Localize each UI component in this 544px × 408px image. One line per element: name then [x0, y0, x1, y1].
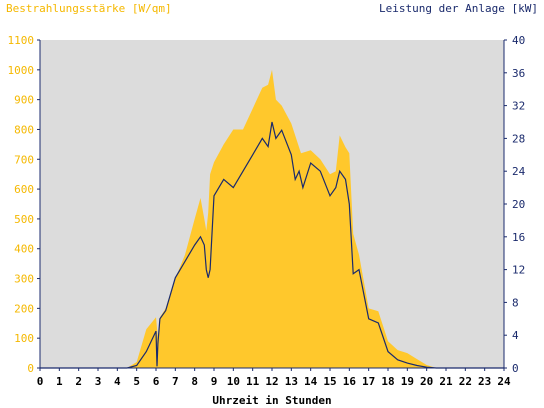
x-tick-label: 5: [133, 375, 140, 388]
x-axis-title: Uhrzeit in Stunden: [212, 394, 331, 407]
left-tick-label: 400: [14, 243, 34, 256]
x-tick-label: 20: [420, 375, 433, 388]
left-tick-label: 1100: [8, 34, 35, 47]
x-tick-label: 8: [191, 375, 198, 388]
x-tick-label: 17: [362, 375, 375, 388]
x-tick-label: 23: [478, 375, 491, 388]
x-tick-label: 22: [459, 375, 472, 388]
x-tick-label: 24: [497, 375, 511, 388]
irradiance-area: [40, 69, 504, 369]
right-ticks: 0 4 8 12 16 20 24 28 32 36 40: [504, 34, 526, 375]
right-tick-label: 8: [512, 296, 519, 309]
x-tick-label: 11: [246, 375, 260, 388]
x-tick-label: 15: [323, 375, 336, 388]
left-tick-label: 900: [14, 94, 34, 107]
x-tick-label: 13: [285, 375, 298, 388]
x-tick-label: 9: [211, 375, 218, 388]
right-tick-label: 16: [512, 231, 525, 244]
x-tick-label: 7: [172, 375, 179, 388]
x-tick-label: 16: [343, 375, 357, 388]
x-tick-label: 3: [95, 375, 102, 388]
right-tick-label: 36: [512, 67, 525, 80]
left-tick-label: 800: [14, 123, 34, 136]
x-tick-label: 14: [304, 375, 318, 388]
right-tick-label: 40: [512, 34, 525, 47]
x-ticks: 0 1 2 3 4 5 6 7 8 9 10 11 12 13 14 15 16 17 18 19 20 21 22 23 24: [37, 368, 511, 388]
x-tick-label: 0: [37, 375, 44, 388]
left-tick-label: 1000: [8, 64, 35, 77]
left-tick-label: 700: [14, 153, 34, 166]
left-tick-label: 200: [14, 302, 34, 315]
left-tick-label: 100: [14, 332, 34, 345]
x-tick-label: 1: [56, 375, 63, 388]
x-tick-label: 19: [401, 375, 414, 388]
x-tick-label: 12: [265, 375, 278, 388]
right-axis-title: Leistung der Anlage [kW]: [379, 2, 538, 15]
right-tick-label: 32: [512, 100, 525, 113]
left-tick-label: 0: [27, 362, 34, 375]
x-tick-label: 21: [439, 375, 453, 388]
right-tick-label: 12: [512, 264, 525, 277]
x-tick-label: 6: [153, 375, 160, 388]
irradiance-layer: [40, 69, 504, 369]
power-layer: [40, 121, 504, 369]
right-tick-label: 4: [512, 329, 519, 342]
left-tick-label: 300: [14, 273, 34, 286]
x-tick-label: 10: [227, 375, 240, 388]
left-ticks: 0 100 200 300 400 500 600 700 800 900 1000 1100: [8, 34, 40, 375]
right-tick-label: 24: [512, 165, 526, 178]
right-tick-label: 20: [512, 198, 525, 211]
left-tick-label: 600: [14, 183, 34, 196]
x-tick-label: 18: [381, 375, 394, 388]
right-tick-label: 28: [512, 132, 525, 145]
left-axis-title: Bestrahlungsstärke [W/qm]: [6, 2, 172, 15]
power-line: [40, 121, 504, 369]
left-tick-label: 500: [14, 213, 34, 226]
right-tick-label: 0: [512, 362, 519, 375]
x-tick-label: 4: [114, 375, 121, 388]
x-tick-label: 2: [75, 375, 82, 388]
